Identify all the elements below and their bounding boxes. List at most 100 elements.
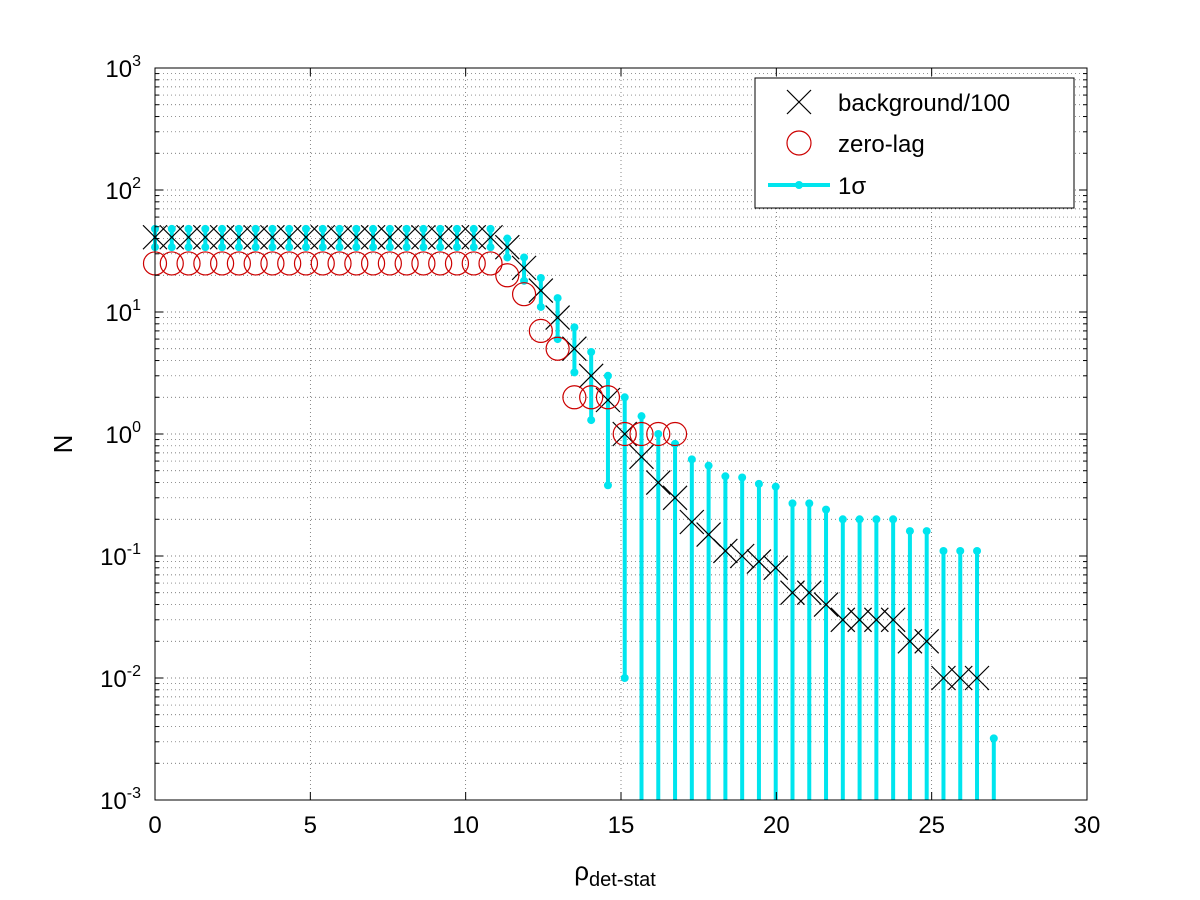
x-tick-label: 30 xyxy=(1074,812,1101,839)
error-bar-bottom-dot xyxy=(503,253,512,262)
x-tick-label: 5 xyxy=(304,812,317,839)
error-bar-top-dot xyxy=(805,499,814,508)
error-bar-bottom-dot xyxy=(251,243,260,252)
error-bar-top-dot xyxy=(452,224,461,233)
axis-ticks xyxy=(154,67,1088,801)
error-bar-top-dot xyxy=(671,439,680,448)
x-marker-stroke xyxy=(964,665,990,691)
y-tick-label-base: 10 xyxy=(105,300,132,327)
zero-lag-point xyxy=(629,421,654,447)
error-bar-bottom-dot xyxy=(234,243,243,252)
x-marker-stroke xyxy=(880,607,906,633)
background-point xyxy=(679,509,705,535)
x-marker-stroke xyxy=(545,305,571,331)
error-bar-top-dot xyxy=(184,224,193,233)
background-point xyxy=(528,278,554,303)
y-tick-label-base: 10 xyxy=(105,178,132,205)
x-tick-label: 25 xyxy=(918,812,945,839)
error-bar-top-dot xyxy=(318,224,327,233)
background-point xyxy=(545,305,571,331)
error-bar-bottom-dot xyxy=(469,243,478,252)
zero-lag-point xyxy=(210,251,235,276)
error-bar-bottom-dot xyxy=(603,481,612,490)
error-bar-top-dot xyxy=(251,224,260,233)
error-bar-top-dot xyxy=(889,515,898,524)
x-marker-stroke xyxy=(696,522,722,547)
background-point xyxy=(746,549,772,575)
x-marker-stroke xyxy=(478,224,503,250)
x-marker-stroke xyxy=(746,549,772,575)
x-axis-label-main: ρ xyxy=(574,856,589,886)
zero-lag-point xyxy=(662,421,688,447)
error-bar-top-dot xyxy=(654,430,663,438)
background-point xyxy=(796,580,822,606)
zero-lag-point xyxy=(646,421,671,447)
error-bar-bottom-dot xyxy=(369,243,378,252)
error-bar-top-dot xyxy=(956,546,965,555)
x-tick-label: 10 xyxy=(452,812,479,839)
legend-item-sigma: 1σ xyxy=(768,173,866,200)
zero-lag-point xyxy=(478,251,503,276)
background-point xyxy=(712,538,738,564)
error-bar-top-dot xyxy=(520,253,529,262)
background-point xyxy=(595,387,621,413)
x-marker-stroke xyxy=(629,444,654,470)
error-bar-top-dot xyxy=(973,546,982,555)
error-bar-top-dot xyxy=(436,224,445,233)
background-point xyxy=(511,255,537,281)
error-bar-top-dot xyxy=(402,224,411,233)
error-bar-bottom-dot xyxy=(352,243,361,252)
zero-lag-point xyxy=(260,251,285,276)
y-tick-label-exponent: -3 xyxy=(127,785,141,802)
y-tick-label: 102 xyxy=(105,175,141,205)
error-bar-top-dot xyxy=(788,499,797,508)
x-marker-stroke xyxy=(729,543,755,569)
background-point xyxy=(478,224,503,250)
error-bar-top-dot xyxy=(771,482,780,491)
error-bar-top-dot xyxy=(335,224,344,233)
y-tick-label: 10-3 xyxy=(100,785,141,815)
x-marker-stroke xyxy=(645,470,671,495)
error-bar-top-dot xyxy=(872,515,881,524)
y-tick-label: 10-1 xyxy=(100,541,141,571)
error-bar-bottom-dot xyxy=(184,243,193,252)
error-bar-top-dot xyxy=(754,479,763,488)
error-bar-bottom-dot xyxy=(419,243,428,252)
error-bar-bottom-dot xyxy=(570,368,579,377)
background-point xyxy=(880,607,906,633)
zero-lag-point xyxy=(226,251,251,276)
error-bar-top-dot xyxy=(503,234,512,243)
y-tick-label-exponent: 0 xyxy=(132,419,141,436)
legend-label-zero-lag: zero-lag xyxy=(838,131,925,158)
y-tick-label-exponent: 2 xyxy=(132,175,141,192)
error-bar-top-dot xyxy=(201,224,210,233)
legend-label-background: background/100 xyxy=(838,90,1010,117)
zero-lag-point xyxy=(327,251,352,276)
error-bar-bottom-dot xyxy=(553,335,562,344)
zero-lag-point xyxy=(159,251,184,276)
zero-lag-point xyxy=(310,251,335,276)
background-point xyxy=(729,543,755,569)
error-bar-top-dot xyxy=(385,224,394,233)
x-marker-stroke xyxy=(679,509,705,535)
background-point xyxy=(914,628,940,654)
zero-lag-point xyxy=(511,282,537,307)
error-bar-bottom-dot xyxy=(620,674,629,682)
error-bar-top-dot xyxy=(939,546,948,555)
error-bar-bottom-dot xyxy=(335,243,344,252)
y-tick-label-exponent: 3 xyxy=(132,53,141,70)
zero-lag-point xyxy=(562,385,587,410)
error-bar-top-dot xyxy=(989,734,998,743)
x-axis-label: ρdet-stat xyxy=(574,856,656,891)
zero-lag-point xyxy=(444,251,470,276)
x-marker-stroke xyxy=(528,278,554,303)
error-bar-top-dot xyxy=(301,224,310,233)
x-tick-label: 15 xyxy=(608,812,635,839)
zero-lag-point xyxy=(595,385,621,410)
error-bar-bottom-dot xyxy=(486,243,495,252)
error-bar-top-dot xyxy=(218,224,227,233)
error-bar-bottom-dot xyxy=(301,243,310,252)
y-tick-label-exponent: -2 xyxy=(127,663,141,680)
x-marker-stroke xyxy=(763,555,789,581)
